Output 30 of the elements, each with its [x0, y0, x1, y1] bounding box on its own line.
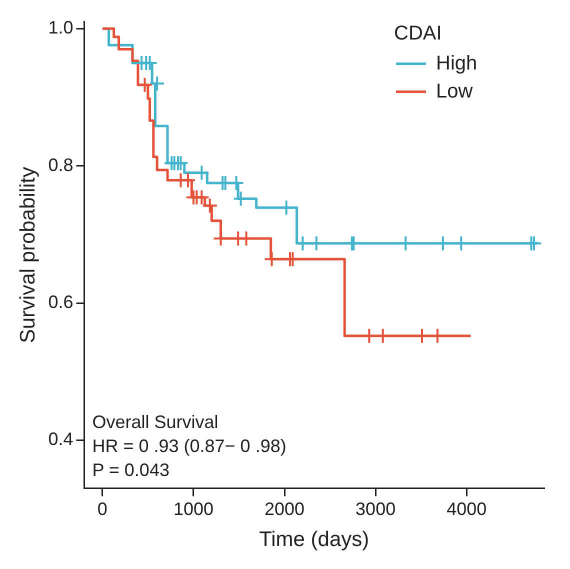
y-tick-label: 1.0: [48, 18, 74, 38]
x-tick-label: 0: [97, 498, 108, 519]
point: [398, 235, 414, 252]
legend-label: Low: [436, 80, 474, 102]
annotation: HR = 0 .93 (0.87− 0 .98): [92, 436, 286, 456]
y-tick-label: 0.8: [48, 154, 74, 175]
annotation: P = 0.043: [92, 460, 170, 480]
x-tick-label: 4000: [446, 498, 487, 519]
point: [278, 200, 294, 216]
point: [308, 235, 324, 252]
point: [434, 235, 451, 252]
x-tick-label: 3000: [356, 498, 396, 519]
point: [149, 76, 166, 92]
point: [429, 328, 446, 344]
x-tick-label: 2000: [264, 498, 305, 519]
legend-label: High: [436, 52, 478, 74]
point: [264, 251, 280, 268]
x-axis-title: Time (days): [259, 528, 370, 552]
y-axis-title: Survival probability: [16, 166, 40, 344]
point: [361, 328, 378, 344]
point: [453, 235, 470, 252]
point: [374, 328, 391, 344]
y-tick-label: 0.4: [48, 429, 74, 450]
point: [294, 235, 311, 252]
x-tick-label: 1000: [173, 498, 214, 519]
legend-title: CDAI: [394, 22, 442, 44]
point: [414, 328, 430, 344]
point: [284, 251, 301, 268]
y-tick-label: 0.6: [48, 292, 74, 312]
annotation: Overall Survival: [92, 412, 218, 432]
